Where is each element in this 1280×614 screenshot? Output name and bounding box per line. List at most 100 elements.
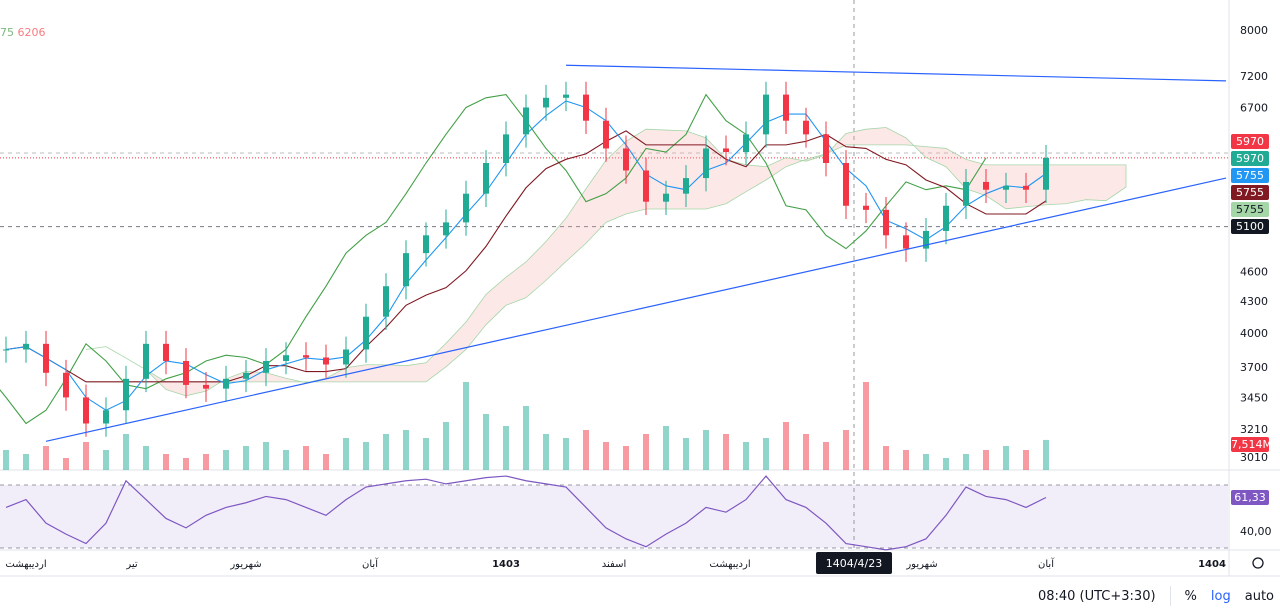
price-tick: 8000 [1240,24,1268,37]
time-label: اسفند [602,559,626,570]
candle-body [463,193,469,223]
volume-bar [3,450,9,470]
price-tick: 3450 [1240,391,1268,404]
volume-bar [503,426,509,470]
volume-bar [283,450,289,470]
price-tick: 4600 [1240,266,1268,279]
volume-bar [843,430,849,470]
auto-toggle[interactable]: auto [1244,588,1274,604]
volume-bar [923,454,929,470]
volume-bar [123,434,129,470]
candle-body [803,120,809,135]
kijun-line [5,130,1047,383]
price-tag: 5970 [1231,134,1269,149]
price-tick: 4300 [1240,295,1268,308]
volume-bar [343,438,349,470]
legend-value-a: 75 [0,26,14,39]
candle-body [123,378,129,411]
volume-bar [463,382,469,470]
candle-body [863,205,869,210]
volume-bar [203,454,209,470]
rsi-tag: 61,33 [1231,490,1269,505]
time-label: تیر [125,559,138,570]
candle-body [83,397,89,424]
volume-bar [743,442,749,470]
crosshair-date-label: 1404/4/23 [826,557,882,570]
candle-body [163,343,169,361]
volume-bar [1043,439,1049,470]
rsi-tick: 40,00 [1240,525,1272,538]
candle-body [103,410,109,424]
footer-bar: 08:40 (UTC+3:30) % log auto [1038,586,1280,606]
volume-bar [103,450,109,470]
volume-bar [763,438,769,470]
volume-bar [663,426,669,470]
price-tick: 7200 [1240,70,1268,83]
crosshair-date-box [816,552,892,574]
candle-body [223,378,229,389]
settings-gear-icon[interactable] [1252,557,1264,569]
time-label: اردیبهشت [5,559,46,570]
candle-body [443,222,449,236]
log-toggle[interactable]: log [1210,588,1231,604]
volume-bar [303,446,309,470]
volume-bar [683,438,689,470]
candle-body [983,181,989,190]
lagging-span-line [0,93,987,425]
candle-body [343,349,349,365]
volume-bar [323,454,329,470]
candle-body [263,360,269,373]
price-tick: 3210 [1240,423,1268,436]
legend-value-b: 6206 [17,26,46,39]
trendline[interactable] [45,177,1227,442]
volume-bar [583,430,589,470]
volume-bar [643,434,649,470]
volume-bar [403,430,409,470]
candle-body [243,372,249,379]
candle-body [23,343,29,350]
candle-body [723,148,729,153]
candle-body [663,193,669,202]
candle-body [3,349,9,351]
volume-bar [603,442,609,470]
volume-bar [823,442,829,470]
rsi-band [0,485,1228,548]
time-label: شهریور [905,559,937,570]
candle-body [283,355,289,361]
volume-tag: 7,514M [1231,437,1272,452]
legend: 75 6206 [0,26,46,39]
volume-bar [703,430,709,470]
volume-bar [163,454,169,470]
volume-bar [903,450,909,470]
candle-body [903,235,909,249]
candle-body [483,163,489,194]
timezone-label[interactable]: 08:40 (UTC+3:30) [1037,588,1156,604]
volume-bar [263,442,269,470]
candle-body [603,120,609,149]
volume-bar [803,434,809,470]
volume-bar [983,450,989,470]
price-tag: 5970 [1231,151,1269,166]
time-label: 1403 [492,559,520,570]
candle-body [543,97,549,108]
volume-bar [63,458,69,470]
candle-body [1023,185,1029,190]
candle-body [623,148,629,171]
volume-bar [563,438,569,470]
candle-body [783,94,789,121]
volume-bar [723,434,729,470]
candle-body [743,134,749,153]
ichimoku-cloud [85,127,1127,397]
volume-bar [883,446,889,470]
candle-body [703,148,709,179]
volume-bar [183,458,189,470]
percent-toggle[interactable]: % [1184,588,1197,604]
candle-body [363,316,369,350]
candle-body [843,163,849,206]
candle-body [63,372,69,398]
candle-body [563,94,569,98]
volume-bar [1023,450,1029,470]
trendline[interactable] [565,64,1227,82]
candle-body [383,286,389,317]
